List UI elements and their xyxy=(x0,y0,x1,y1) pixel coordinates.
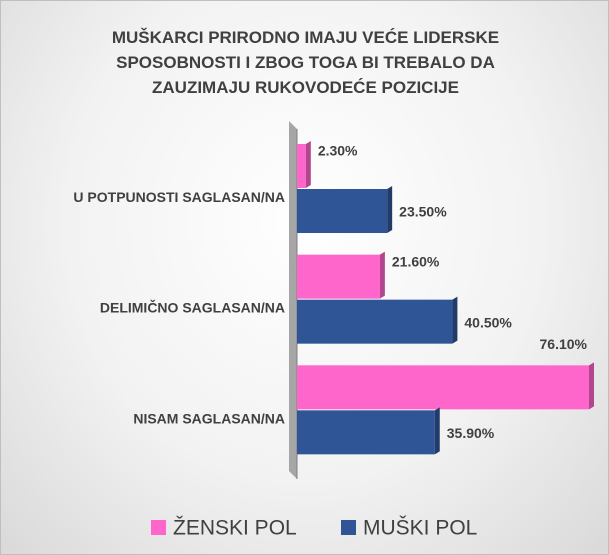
axis-wall xyxy=(289,121,297,479)
bar-side xyxy=(387,186,393,233)
value-label: 23.50% xyxy=(399,204,447,220)
bar xyxy=(297,254,380,299)
category-label: NISAM SAGLASAN/NA xyxy=(133,410,285,426)
category-label: U POTPUNOSTI SAGLASAN/NA xyxy=(73,189,285,205)
title-box: MUŠKARCI PRIRODNO IMAJU VEĆE LIDERSKE SP… xyxy=(1,25,608,100)
bar-side xyxy=(434,407,440,455)
legend-swatch xyxy=(151,520,166,535)
value-label: 21.60% xyxy=(392,253,440,269)
legend-swatch xyxy=(341,520,356,535)
value-label: 40.50% xyxy=(464,314,512,330)
legend-label: MUŠKI POL xyxy=(363,517,477,540)
bar xyxy=(297,365,589,410)
value-label: 35.90% xyxy=(447,425,495,441)
bar-side xyxy=(305,141,311,188)
bar xyxy=(297,144,306,188)
value-label: 2.30% xyxy=(318,143,358,159)
bar xyxy=(297,410,435,455)
bar-side xyxy=(379,251,385,299)
value-label: 76.10% xyxy=(540,336,588,352)
bar xyxy=(297,299,453,344)
bar-side xyxy=(452,296,458,344)
legend-label: ŽENSKI POL xyxy=(173,517,297,540)
category-label: DELIMIČNO SAGLASAN/NA xyxy=(100,299,285,316)
chart-title: MUŠKARCI PRIRODNO IMAJU VEĆE LIDERSKE SP… xyxy=(111,28,500,97)
bar-side xyxy=(589,362,594,410)
bar xyxy=(297,189,388,233)
